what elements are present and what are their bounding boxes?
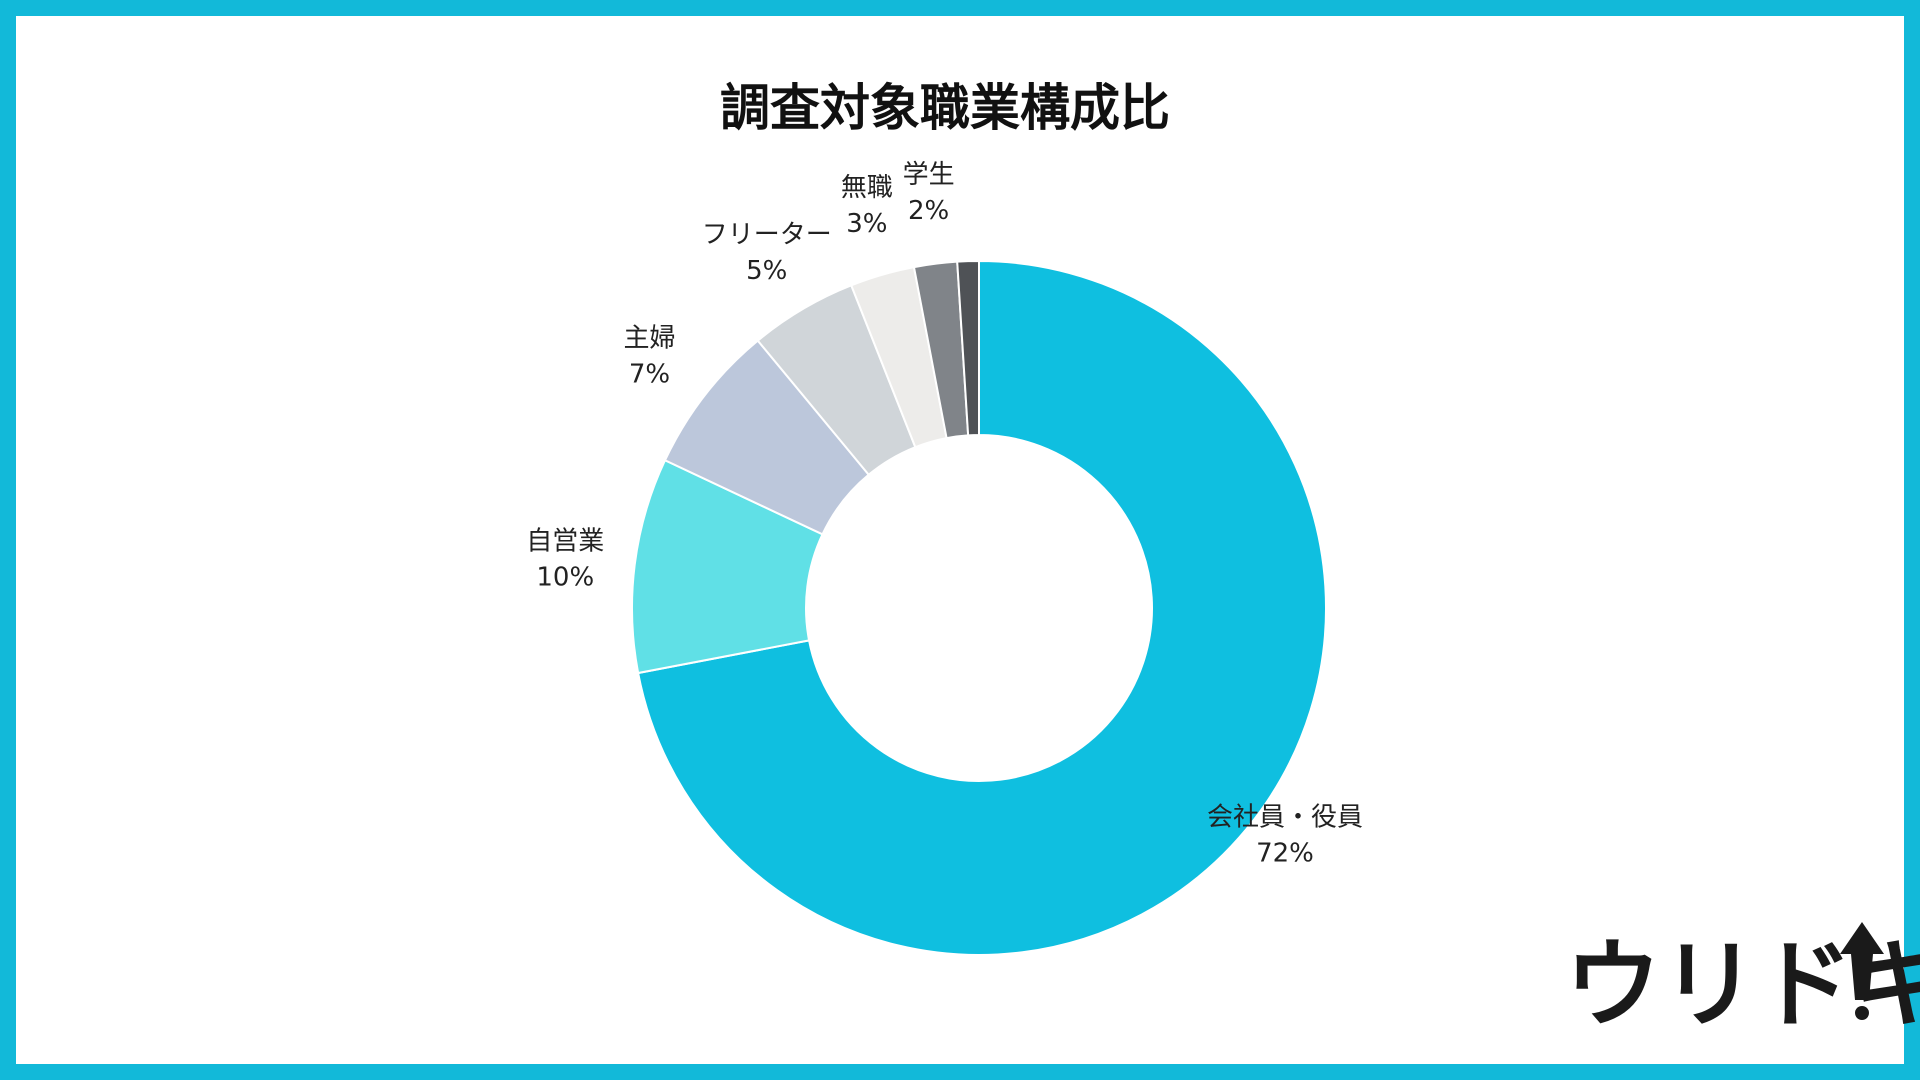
slice-label-value-2: 7% <box>629 359 670 389</box>
slice-label-value-0: 72% <box>1256 838 1314 868</box>
slice-labels: 会社員・役員 72% 自営業 10% 主婦 7% フリーター 5% 無職 3% 学生 2% <box>526 160 1363 868</box>
slice-label-name-2: 主婦 <box>623 323 675 353</box>
chart-title: 調査対象職業構成比 <box>720 79 1170 137</box>
slice-label-value-5: 2% <box>908 196 949 226</box>
slice-label-name-0: 会社員・役員 <box>1207 802 1363 832</box>
slice-label-name-1: 自営業 <box>526 527 604 557</box>
up-arrow-icon <box>1840 922 1884 1020</box>
donut-slice-0 <box>636 259 1327 956</box>
slice-label-value-4: 3% <box>846 209 887 239</box>
donut-slice-6 <box>956 259 980 437</box>
slice-label-value-3: 5% <box>746 256 787 286</box>
slice-label-name-4: 無職 <box>841 173 893 203</box>
slice-label-name-5: 学生 <box>903 160 955 190</box>
slice-label-value-1: 10% <box>536 563 594 593</box>
slice-label-name-3: フリーター <box>702 220 832 250</box>
donut-slices <box>631 259 1327 956</box>
donut-slice-1 <box>631 458 824 675</box>
brand-logo: ウリドキ <box>1565 922 1920 1041</box>
